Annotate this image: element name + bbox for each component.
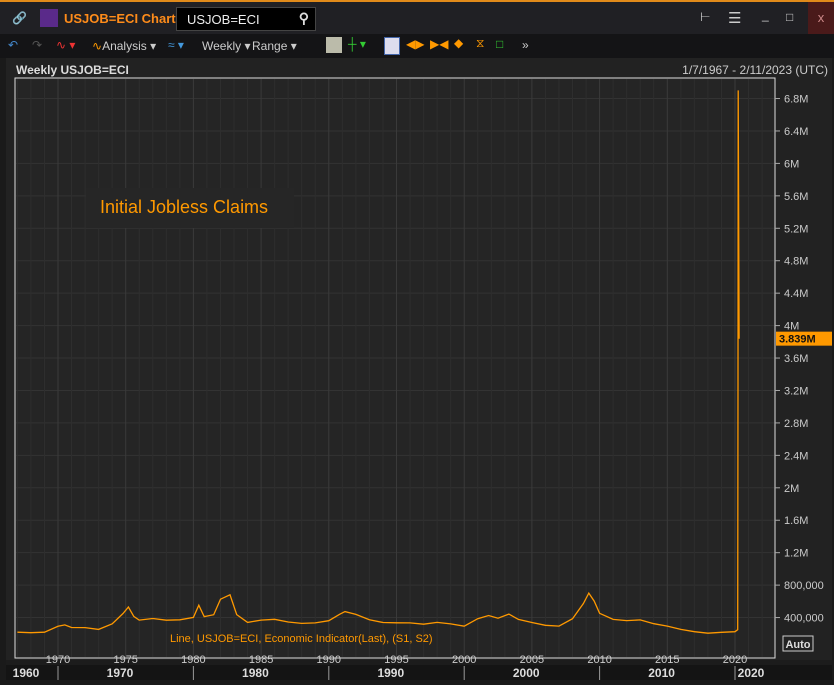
window-title: USJOB=ECI Chart (64, 11, 176, 26)
x-tick-label: 1985 (249, 654, 273, 666)
x-tick-label: 1995 (384, 654, 408, 666)
legend-text: Line, USJOB=ECI, Economic Indicator(Last… (170, 633, 433, 645)
studies-icon[interactable]: ≈ ▾ (168, 38, 184, 52)
x-tick-label: 1970 (46, 654, 70, 666)
decade-label: 1990 (377, 666, 404, 680)
search-value: USJOB=ECI (187, 12, 260, 27)
y-tick-label: 400,000 (784, 613, 824, 625)
x-tick-label: 2000 (452, 654, 476, 666)
y-tick-label: 6.8M (784, 94, 808, 106)
x-tick-label: 2005 (520, 654, 544, 666)
y-tick-label: 4M (784, 321, 799, 333)
y-tick-label: 4.4M (784, 288, 808, 300)
crosshair-icon[interactable]: ┼ ▾ (348, 37, 366, 51)
maximize-icon[interactable]: □ (786, 10, 794, 24)
line-style-icon[interactable]: ∿ ▾ (56, 38, 76, 52)
analysis-button[interactable]: ∿Analysis ▾ (92, 39, 157, 53)
y-tick-label: 5.6M (784, 191, 808, 203)
search-input[interactable]: USJOB=ECI ⚲ (176, 7, 316, 31)
link-icon[interactable]: 🔗 (12, 11, 27, 25)
y-tick-label: 2.4M (784, 450, 808, 462)
chart-panel: Weekly USJOB=ECI 1/7/1967 - 2/11/2023 (U… (6, 58, 832, 680)
y-tick-label: 4.8M (784, 256, 808, 268)
y-tick-label: 6.4M (784, 126, 808, 138)
interval-label: Weekly (202, 39, 242, 53)
y-tick-label: 2M (784, 483, 799, 495)
y-tick-label: 1.2M (784, 548, 808, 560)
tree-icon[interactable]: ⊢ (700, 10, 711, 24)
x-tick-label: 1980 (181, 654, 205, 666)
chart-svg[interactable]: Weekly USJOB=ECI 1/7/1967 - 2/11/2023 (U… (6, 58, 832, 680)
auto-scale-button[interactable] (782, 635, 814, 652)
decade-label: 2000 (513, 666, 540, 680)
toolbar: ↶ ↷ ∿ ▾ ∿Analysis ▾ ≈ ▾ Weekly ▾ Range ▾… (0, 34, 834, 87)
x-tick-label: 2015 (655, 654, 679, 666)
y-tick-label: 2.8M (784, 418, 808, 430)
analysis-label: Analysis (102, 39, 147, 53)
title-bar: 🔗 USJOB=ECI Chart USJOB=ECI ⚲ ⊢ ☰ _ □ x (0, 0, 834, 34)
chart-app-icon (40, 9, 58, 27)
y-tick-label: 3.2M (784, 385, 808, 397)
menu-icon[interactable]: ☰ (728, 10, 742, 27)
decade-label: 2020 (738, 666, 765, 680)
analysis-icon: ∿ (92, 39, 103, 53)
range-label: Range (252, 39, 288, 53)
x-tick-label: 2010 (587, 654, 611, 666)
decade-label: 1960 (13, 666, 40, 680)
y-tick-label: 6M (784, 158, 799, 170)
undo-icon[interactable]: ↶ (8, 38, 19, 52)
chart-header-left: Weekly USJOB=ECI (16, 63, 129, 77)
more-icon[interactable]: » (522, 38, 529, 52)
redo-icon[interactable]: ↷ (32, 38, 43, 52)
last-value-label: 3.839M (779, 334, 816, 346)
zoom-vertical-icon[interactable]: ⧖ (476, 36, 485, 50)
plot-area (14, 77, 776, 659)
pan-horizontal-icon[interactable]: ◀▶ (406, 37, 425, 51)
close-icon[interactable]: x (808, 2, 834, 34)
zoom-horizontal-icon[interactable]: ▶◀ (430, 37, 449, 51)
pan-vertical-icon[interactable]: ◆ (454, 36, 464, 50)
add-icon[interactable] (384, 37, 400, 55)
decade-label: 2010 (648, 666, 675, 680)
decade-label: 1980 (242, 666, 269, 680)
decade-label: 1970 (107, 666, 134, 680)
y-tick-label: 800,000 (784, 580, 824, 592)
last-value-marker (776, 331, 832, 346)
y-tick-label: 5.2M (784, 223, 808, 235)
x-tick-label: 1990 (317, 654, 341, 666)
y-tick-label: 3.6M (784, 353, 808, 365)
annotation-box (86, 188, 294, 228)
select-icon[interactable]: □ (496, 37, 504, 51)
search-icon[interactable]: ⚲ (298, 10, 309, 26)
series-line[interactable] (17, 90, 740, 634)
annotation-text: Initial Jobless Claims (100, 197, 268, 217)
auto-scale-label[interactable]: Auto (785, 639, 810, 651)
compare-icon[interactable] (326, 37, 342, 53)
chart-header-right: 1/7/1967 - 2/11/2023 (UTC) (682, 63, 828, 77)
x-tick-label: 1975 (113, 654, 137, 666)
x-tick-label: 2020 (723, 654, 747, 666)
y-tick-label: 1.6M (784, 515, 808, 527)
range-dropdown[interactable]: Range ▾ (252, 39, 297, 53)
interval-dropdown[interactable]: Weekly ▾ (202, 39, 251, 53)
minimize-icon[interactable]: _ (762, 8, 769, 22)
decade-band (6, 665, 832, 680)
